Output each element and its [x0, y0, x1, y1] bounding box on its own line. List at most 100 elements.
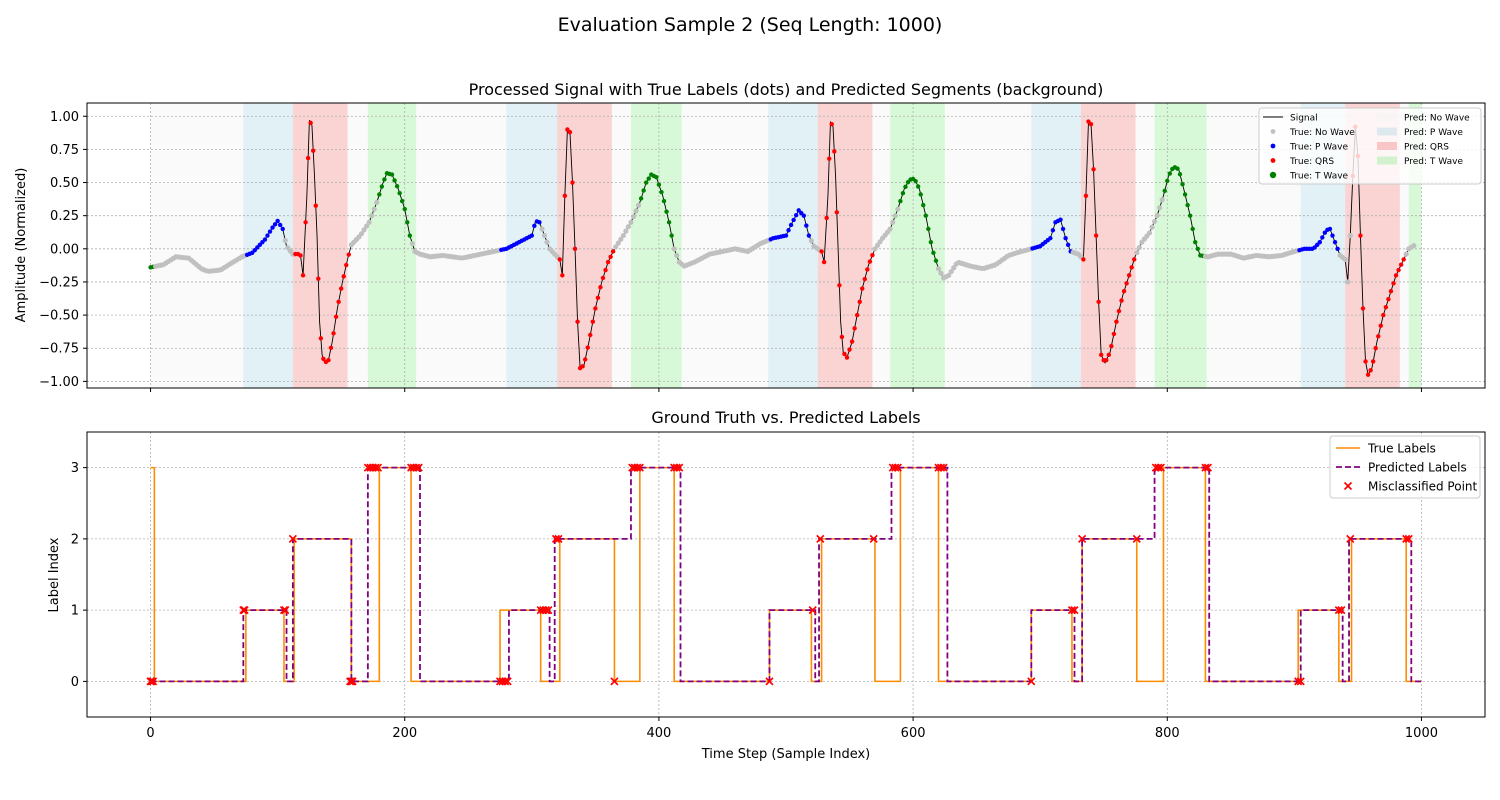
true-label-dot: [903, 184, 908, 190]
true-label-dot: [262, 237, 268, 242]
true-label-dot: [862, 276, 867, 282]
true-label-dot: [1378, 323, 1383, 328]
misclassified-point: [1203, 463, 1213, 472]
x-marker-stroke: [936, 463, 946, 472]
pred-segment-bg: [817, 103, 873, 388]
true-label-dot: [1193, 239, 1198, 245]
x-marker-stroke: [1346, 534, 1355, 543]
x-tick-label: 600: [901, 726, 926, 741]
true-label-dot: [641, 188, 646, 193]
true-label-dot: [661, 198, 667, 204]
label-plot-legend: True Labels Predicted Labels Misclassified…: [1329, 435, 1481, 499]
true-label-dot: [1132, 257, 1137, 262]
label-plot: 0 1 2 3 0 200 400 600 800 1000 Ground Truth vs. P…: [47, 408, 1486, 762]
true-label-dot: [366, 219, 372, 225]
x-marker-stroke: [893, 463, 902, 472]
pred-segment-bg: [1080, 103, 1136, 388]
true-label-dot: [1383, 304, 1389, 310]
true-label-dot: [1162, 188, 1167, 194]
true-label-dot: [849, 339, 855, 344]
true-label-dot: [1368, 368, 1373, 373]
predicted-labels-line: [150, 466, 1422, 683]
pred-segment-bg: [367, 103, 417, 388]
true-label-dot: [1136, 244, 1142, 251]
x-marker-stroke: [1337, 606, 1346, 615]
true-label-dot: [567, 129, 573, 135]
x-marker-stroke: [891, 463, 900, 472]
misclassified-point: [373, 463, 383, 472]
y-tick-label: 1: [71, 604, 79, 619]
true-label-dot: [1149, 224, 1155, 230]
true-label-dot: [300, 273, 306, 278]
x-marker-stroke: [1334, 606, 1343, 615]
signal-plot-legend: Signal True: No Wave True: P Wave True: QRS…: [1258, 107, 1482, 185]
true-label-dot: [1401, 257, 1406, 262]
true-label-dot: [1083, 193, 1089, 198]
misclassified-point: [1070, 606, 1079, 615]
true-label-dot: [923, 213, 928, 218]
true-label-dot: [847, 347, 852, 352]
true-label-dot: [328, 345, 334, 350]
x-marker-stroke: [288, 534, 297, 543]
true-label-dot: [364, 223, 370, 229]
true-label-dot: [1058, 217, 1063, 222]
pred-segment-bg: [1399, 103, 1409, 388]
misclassified-point: [1156, 463, 1165, 472]
true-label-dot: [397, 190, 402, 196]
x-tick-label: 1000: [1405, 726, 1438, 741]
true-label-dot: [1119, 298, 1124, 303]
pred-segment-bg: [1154, 103, 1207, 388]
x-marker-stroke: [147, 677, 156, 686]
misclassified-point: [1404, 534, 1413, 543]
true-label-dot: [892, 213, 898, 219]
legend-label: Pred: No Wave: [1404, 114, 1470, 124]
true-label-dot: [1088, 122, 1094, 127]
misclassified-point: [554, 534, 563, 543]
true-label-dot: [1093, 233, 1099, 238]
x-marker-stroke: [635, 463, 644, 472]
misclassified-point: [414, 463, 423, 472]
true-label-dot: [852, 326, 857, 331]
misclassified-point: [347, 677, 356, 686]
true-label-dot: [1050, 228, 1056, 233]
misclassified-point: [1132, 534, 1141, 543]
true-label-dot: [313, 203, 318, 208]
pred-segment-bg: [611, 103, 631, 388]
misclassified-point: [675, 463, 684, 472]
misclassified-point: [544, 606, 553, 615]
true-label-dot: [303, 220, 308, 225]
true-label-dot: [562, 193, 568, 198]
true-label-dot: [1187, 213, 1193, 218]
true-label-dot: [308, 120, 313, 126]
true-label-dot: [346, 252, 352, 257]
legend-label: Predicted Labels: [1368, 461, 1467, 475]
true-label-dot: [832, 149, 837, 154]
true-label-dot: [635, 202, 642, 208]
true-label-dot: [829, 122, 834, 127]
x-marker-stroke: [1296, 677, 1305, 686]
true-label-dot: [344, 262, 349, 268]
true-label-dot: [630, 214, 637, 220]
true-label-dot: [623, 228, 629, 234]
true-label-dot: [1167, 171, 1173, 176]
true-label-dot: [603, 267, 608, 273]
x-marker-stroke: [281, 606, 290, 615]
true-label-dot: [1109, 343, 1114, 349]
x-marker-stroke: [146, 677, 155, 686]
misclassified-point: [348, 677, 357, 686]
true-label-dot: [394, 184, 400, 189]
true-label-dot: [407, 233, 413, 238]
true-label-dot: [821, 259, 827, 265]
x-marker-stroke: [149, 677, 158, 686]
true-label-dot: [1185, 202, 1190, 208]
label-plot-title: Ground Truth vs. Predicted Labels: [651, 408, 920, 427]
true-label-dot: [854, 312, 860, 318]
misclassified-point: [1078, 534, 1087, 543]
legend-label: Pred: T Wave: [1404, 157, 1463, 167]
x-marker-stroke: [551, 534, 561, 543]
signal-plot-title: Processed Signal with True Labels (dots)…: [469, 80, 1104, 99]
true-label-dot: [808, 238, 815, 244]
pred-segment-bg: [292, 103, 348, 388]
true-label-dot: [374, 199, 380, 206]
true-label-dot: [791, 217, 796, 223]
